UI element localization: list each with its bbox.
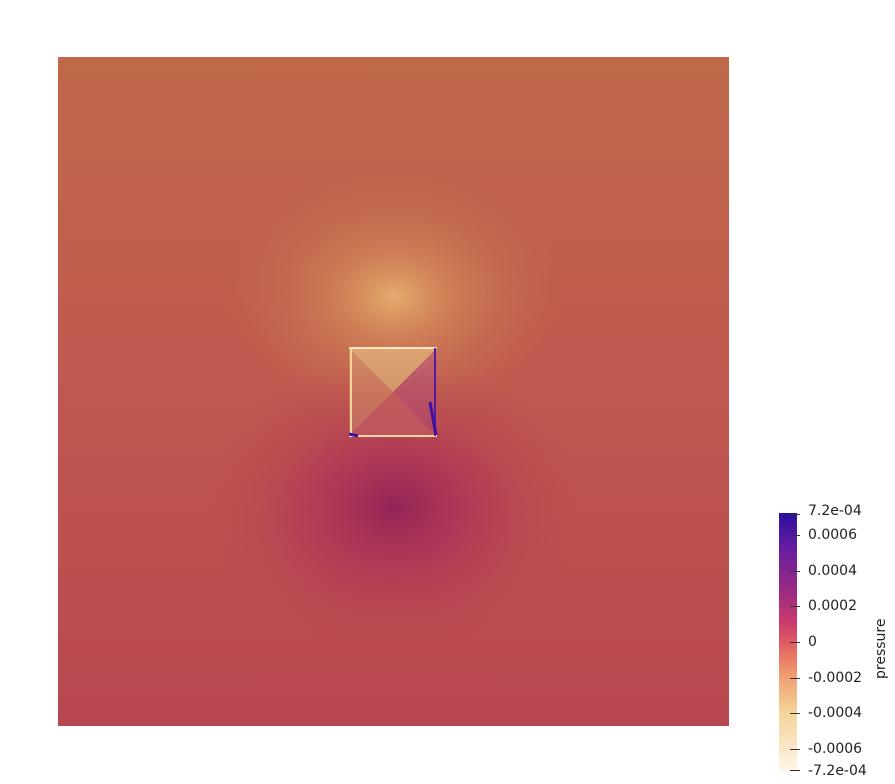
colorbar-tick-label: 0.0004 — [808, 562, 857, 579]
colorbar-tick — [790, 642, 800, 643]
low-pressure-lobe — [204, 357, 584, 657]
colorbar-tick-label: 0 — [808, 634, 817, 650]
colorbar-tick-label: -0.0004 — [808, 705, 863, 722]
high-pressure-lobe — [224, 167, 564, 427]
colorbar-tick-label: -0.0006 — [808, 740, 863, 757]
colorbar-tick — [790, 748, 800, 750]
colorbar-tick-label: 0.0006 — [808, 527, 857, 544]
colorbar-tick — [790, 514, 800, 515]
colorbar-gradient — [779, 513, 797, 771]
colorbar-tick-label: 7.2e-04 — [808, 503, 862, 519]
colorbar-tick-label: 0.0002 — [808, 598, 857, 615]
colorbar-tick — [790, 770, 800, 771]
colorbar-title: pressure — [873, 618, 889, 679]
colorbar-tick — [790, 535, 800, 537]
colorbar-tick — [790, 713, 800, 715]
colorbar-tick — [790, 606, 800, 608]
square-obstacle — [348, 347, 438, 438]
colorbar-tick-label: -0.0002 — [808, 669, 863, 686]
colorbar-tick-label: -7.2e-04 — [808, 763, 867, 779]
pressure-field[interactable] — [58, 57, 729, 726]
colorbar-tick — [790, 570, 800, 572]
colorbar-tick — [790, 677, 800, 679]
